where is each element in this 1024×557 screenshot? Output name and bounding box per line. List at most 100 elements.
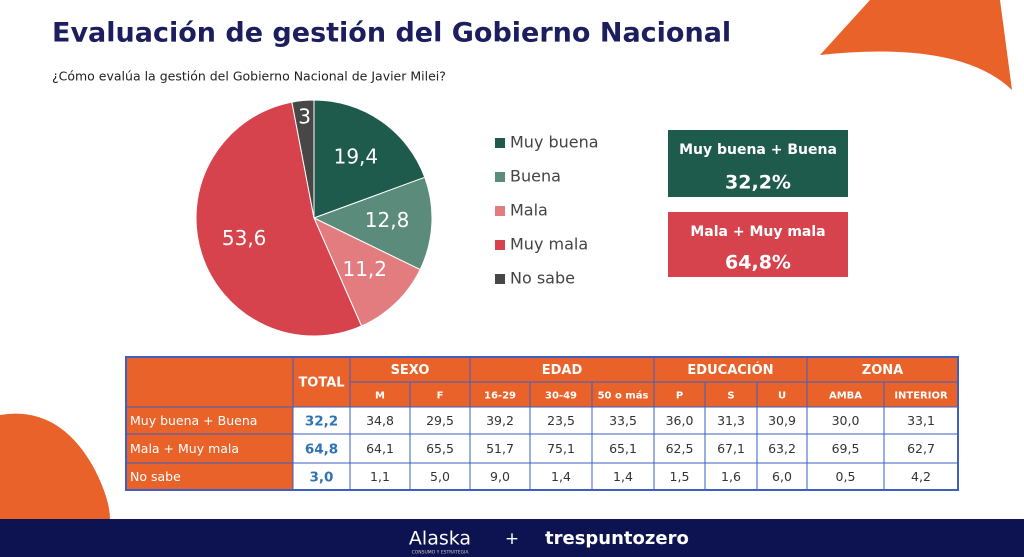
pie-slice xyxy=(313,99,426,219)
table-text: 33,5 xyxy=(609,413,637,428)
table-cell xyxy=(469,406,531,435)
table-text: 30,0 xyxy=(832,413,860,428)
data-label: 3 xyxy=(298,105,311,129)
plus-sign: + xyxy=(505,529,519,549)
table-text: F xyxy=(437,391,444,402)
table-text: 75,1 xyxy=(547,441,575,456)
table-text: M xyxy=(375,391,385,402)
table-text: 0,5 xyxy=(836,469,856,484)
table-cell xyxy=(409,381,471,408)
table-cell xyxy=(349,381,411,408)
pie-slice xyxy=(312,216,421,327)
table-text: 62,5 xyxy=(666,441,694,456)
table-cell xyxy=(529,462,593,491)
table-text: 64,1 xyxy=(366,441,394,456)
brand: trespuntozero xyxy=(545,528,689,549)
legend-label: Muy buena xyxy=(510,133,599,152)
row-label: Mala + Muy mala xyxy=(130,441,239,456)
table-cell xyxy=(469,462,531,491)
table-cell xyxy=(349,406,411,435)
table-text: 65,1 xyxy=(609,441,637,456)
table-cell xyxy=(591,433,655,464)
legend-label: No sabe xyxy=(510,269,575,288)
legend-label: Buena xyxy=(510,167,561,186)
table-cell xyxy=(409,406,471,435)
table-cell xyxy=(591,406,655,435)
table-text: 4,2 xyxy=(911,469,931,484)
table-cell xyxy=(125,462,294,491)
table-text: 67,1 xyxy=(717,441,745,456)
table-cell xyxy=(529,381,593,408)
table-text: 1,6 xyxy=(721,469,741,484)
legend-label: Mala xyxy=(510,201,548,220)
table-cell xyxy=(704,381,758,408)
table-text: 62,7 xyxy=(907,441,935,456)
table-text: INTERIOR xyxy=(894,391,948,402)
table-cell xyxy=(756,381,808,408)
table-text: 23,5 xyxy=(547,413,575,428)
pie-slice xyxy=(291,99,315,219)
pie-slice xyxy=(195,101,363,337)
table-text: 29,5 xyxy=(426,413,454,428)
table-text: U xyxy=(778,391,786,402)
table-cell xyxy=(653,381,706,408)
footer-bar xyxy=(0,519,1024,557)
table-text: 30,9 xyxy=(768,413,796,428)
legend-swatch xyxy=(495,274,505,284)
table-text: 32,2 xyxy=(305,414,338,430)
table-cell xyxy=(756,462,808,491)
table-text: 31,3 xyxy=(717,413,745,428)
table-cell xyxy=(883,406,959,435)
table-text: 69,5 xyxy=(832,441,860,456)
title: Evaluación de gestión del Gobierno Nacio… xyxy=(52,18,731,49)
decor-shape xyxy=(0,413,110,519)
summary-value: 32,2% xyxy=(725,172,791,194)
brand-tagline: CONSUMO Y ESTRATEGIA xyxy=(412,550,470,556)
table-border xyxy=(125,356,959,491)
table-cell xyxy=(756,433,808,464)
table-text: S xyxy=(727,391,734,402)
table-text: 5,0 xyxy=(430,469,450,484)
summary-box xyxy=(668,130,848,197)
summary-box xyxy=(668,212,848,277)
table-text: 64,8 xyxy=(305,442,338,458)
table-cell xyxy=(653,433,706,464)
legend-swatch xyxy=(495,240,505,250)
table-cell xyxy=(349,356,471,383)
table-text: TOTAL xyxy=(298,376,344,391)
table-cell xyxy=(756,406,808,435)
summary-label: Muy buena + Buena xyxy=(679,142,837,158)
table-cell xyxy=(653,356,808,383)
table-text: AMBA xyxy=(829,391,862,402)
table-text: 1,5 xyxy=(670,469,690,484)
table-text: 33,1 xyxy=(907,413,935,428)
table-text: 1,4 xyxy=(613,469,633,484)
table-text: 63,2 xyxy=(768,441,796,456)
table-text: P xyxy=(676,391,683,402)
table-text: 6,0 xyxy=(772,469,792,484)
summary-value: 64,8% xyxy=(725,252,791,274)
table-text: 9,0 xyxy=(490,469,510,484)
table-text: 1,1 xyxy=(370,469,390,484)
table-cell xyxy=(529,406,593,435)
table-cell xyxy=(529,433,593,464)
legend-swatch xyxy=(495,138,505,148)
table-cell xyxy=(883,433,959,464)
table-cell xyxy=(883,462,959,491)
table-text: 1,4 xyxy=(551,469,571,484)
table-cell xyxy=(125,356,294,408)
table-text: EDUCACIÓN xyxy=(687,362,773,378)
row-label: Muy buena + Buena xyxy=(130,413,257,428)
row-label: No sabe xyxy=(130,469,181,484)
table-text: 65,5 xyxy=(426,441,454,456)
table-cell xyxy=(806,462,885,491)
table-text: 51,7 xyxy=(486,441,514,456)
table-cell xyxy=(883,381,959,408)
table-cell xyxy=(591,462,655,491)
legend-swatch xyxy=(495,206,505,216)
table-text: 16-29 xyxy=(484,391,516,402)
table-text: 34,8 xyxy=(366,413,394,428)
table-text: 36,0 xyxy=(666,413,694,428)
legend-swatch xyxy=(495,172,505,182)
